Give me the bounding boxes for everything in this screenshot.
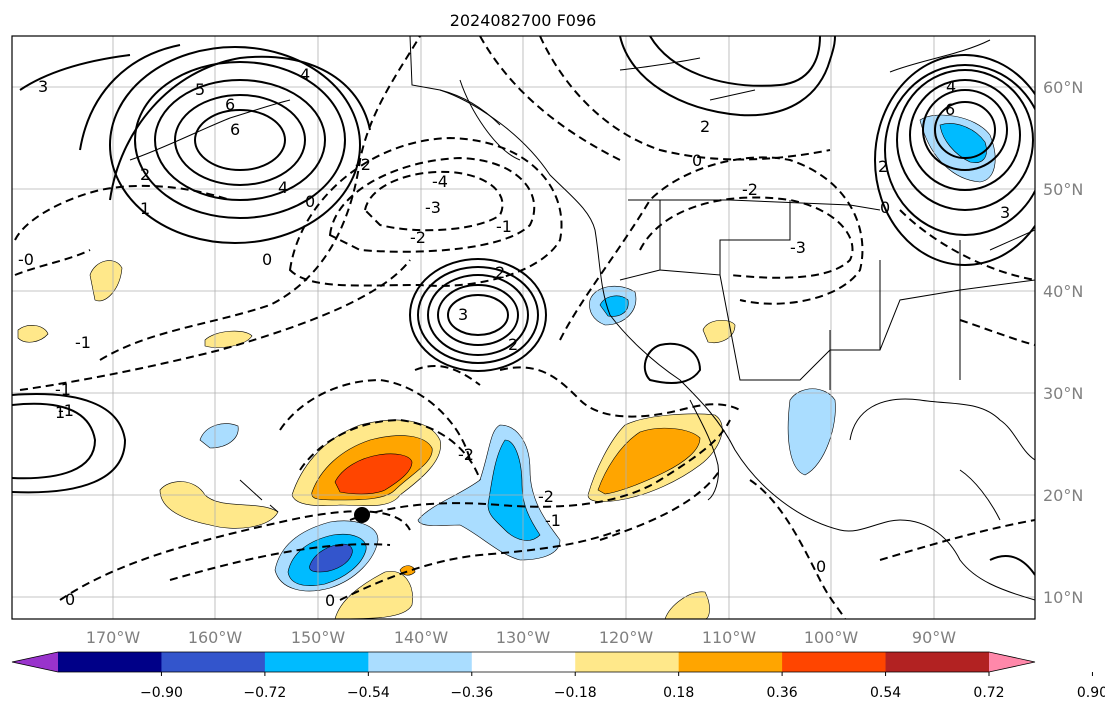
negative-anomaly-canada-core [939,123,987,163]
longitude-label: 150°W [291,628,346,647]
solid-contours [12,36,1035,576]
longitude-label: 160°W [188,628,243,647]
colorbar-tick-labels: −0.90 −0.72 −0.54 −0.36 −0.18 0.18 0.36 0.54 0.7… [140,685,1105,701]
colorbar-tick-label: 0.90 [1077,685,1105,701]
contour-label: 0 [305,192,315,211]
colorbar-segment [368,652,473,672]
colorbar [11,651,1093,676]
contour-label: 5 [195,80,205,99]
colorbar-tick-label: −0.18 [554,685,597,701]
colorbar-segment [885,652,990,672]
storm-position-marker [354,507,370,523]
contour-label: -3 [790,238,806,257]
positive-anomaly-max [334,453,413,495]
colorbar-outline [11,651,1036,673]
contour-label: -1 [58,401,74,420]
contour-labels: 3 2 1 6 4 4 2 0 2 4 6 5 6 3 2 0 2 3 1 -4… [18,65,1010,610]
longitude-label: 130°W [496,628,551,647]
colorbar-segment [471,652,576,672]
colorbar-tick-label: 0.72 [973,685,1004,701]
positive-anomaly-far-west [17,325,49,343]
contour-label: 2 [878,157,888,176]
negative-anomaly-ca-core [599,295,629,317]
negative-anomaly-core [487,439,541,541]
coastlines [129,36,1035,601]
positive-anomaly-texas [702,320,736,343]
contour-label: -1 [496,217,512,236]
contour-label: 0 [262,250,272,269]
contour-label: 0 [816,557,826,576]
contour-label: 4 [300,65,310,84]
map-border [11,35,1036,620]
contour-label: 0 [692,151,702,170]
contour-label: -2 [538,487,554,506]
contour-label: -0 [18,250,34,269]
contour-label: -2 [355,155,371,174]
contour-label: 0 [880,198,890,217]
longitude-label: 140°W [394,628,449,647]
longitude-axis: 170°W 160°W 150°W 140°W 130°W 120°W 110°… [86,628,956,647]
colorbar-extend-low [12,652,58,672]
positive-anomaly-se [664,591,710,619]
contour-label: 6 [230,120,240,139]
colorbar-tick-label: −0.90 [140,685,183,701]
longitude-label: 90°W [912,628,956,647]
contour-label: 3 [1000,203,1010,222]
negative-anomaly-west [199,423,239,449]
contour-label: 3 [38,77,48,96]
contour-label: 2 [700,117,710,136]
map-title: 2024082700 F096 [450,11,597,30]
positive-anomaly-baja-core [597,427,701,495]
contour-label: -2 [458,445,474,464]
contour-label: 3 [458,305,468,324]
anomaly-shading [17,114,996,619]
colorbar-tick-label: 0.54 [870,685,901,701]
contour-label: -4 [432,172,448,191]
colorbar-tick-label: 0.36 [767,685,798,701]
contour-label: 6 [945,100,955,119]
colorbar-tick-label: 0.18 [663,685,694,701]
contour-label: -1 [75,333,91,352]
contour-label: 6 [225,95,235,114]
latitude-label: 20°N [1043,486,1083,505]
contour-label: 1 [55,403,65,422]
contour-label: -2 [410,228,426,247]
contour-label: 0 [65,590,75,609]
latitude-label: 60°N [1043,78,1083,97]
colorbar-tick-label: −0.72 [243,685,286,701]
colorbar-segment [575,652,680,672]
longitude-label: 110°W [702,628,757,647]
colorbar-extend-high [989,652,1035,672]
colorbar-tick-label: −0.54 [347,685,390,701]
dashed-contours [14,36,1035,619]
colorbar-segment [678,652,783,672]
contour-label: 0 [325,591,335,610]
latitude-label: 50°N [1043,180,1083,199]
longitude-label: 170°W [86,628,141,647]
contour-label: 2 [508,335,518,354]
negative-anomaly-south-max [309,543,353,573]
longitude-label: 100°W [804,628,859,647]
contour-label: -3 [425,198,441,217]
contour-label: -2 [742,180,758,199]
contour-label: 2 [495,263,505,282]
colorbar-tick-label: −0.36 [450,685,493,701]
latitude-label: 10°N [1043,588,1083,607]
latitude-label: 30°N [1043,384,1083,403]
latitude-axis: 60°N 50°N 40°N 30°N 20°N 10°N [1043,78,1083,607]
contour-label: 4 [278,178,288,197]
colorbar-segment [161,652,266,672]
contour-label: -1 [545,511,561,530]
colorbar-segment [58,652,162,672]
longitude-label: 120°W [599,628,654,647]
contour-label: -1 [55,380,71,399]
contour-label: 1 [140,199,150,218]
contour-label: 4 [946,77,956,96]
colorbar-segment [264,652,369,672]
latitude-label: 40°N [1043,282,1083,301]
negative-anomaly-gulf [787,388,836,476]
contour-label: 2 [140,165,150,184]
colorbar-segment [782,652,887,672]
